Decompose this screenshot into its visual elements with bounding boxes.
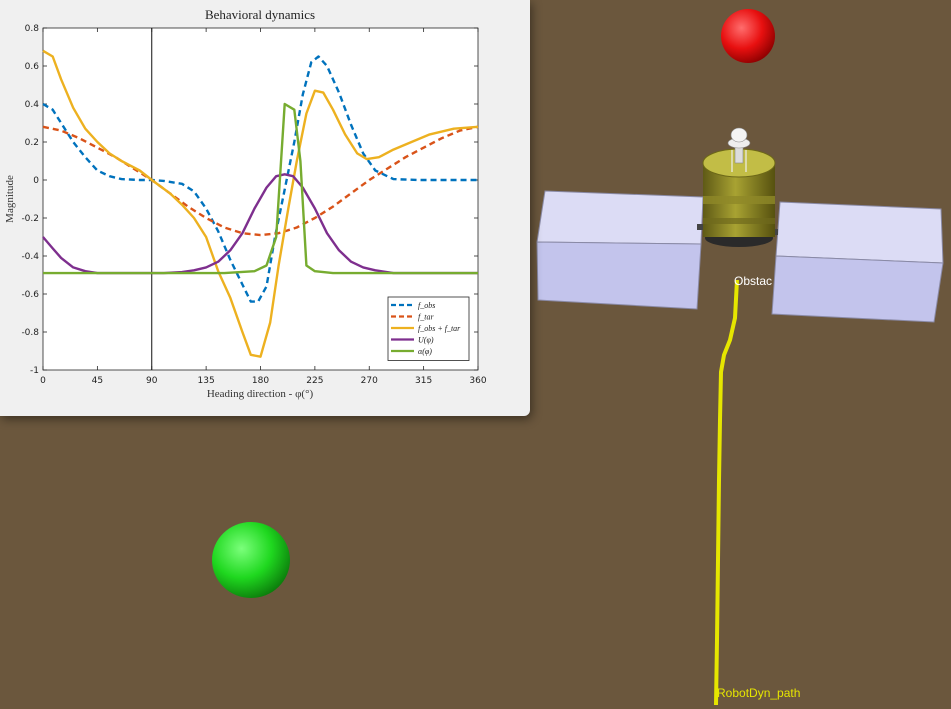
x-tick-label: 360 xyxy=(469,376,486,386)
y-tick-label: -0.6 xyxy=(21,290,39,300)
y-tick-label: -0.4 xyxy=(21,252,39,262)
y-tick-label: -0.2 xyxy=(21,214,39,224)
series-line-4 xyxy=(43,102,478,275)
legend-label: f_tar xyxy=(418,313,434,322)
series-line-0 xyxy=(42,55,478,303)
obstacle-label: Obstac xyxy=(734,274,772,288)
series-line-2 xyxy=(42,49,479,358)
x-tick-label: 270 xyxy=(361,376,378,386)
series-line-1 xyxy=(42,125,479,237)
start-sphere[interactable] xyxy=(212,522,290,598)
obstacle-model[interactable] xyxy=(536,127,944,323)
robot-path-label: RobotDyn_path xyxy=(717,686,800,700)
x-tick-label: 0 xyxy=(40,376,46,386)
y-tick-label: 0.6 xyxy=(25,62,40,72)
legend-label: f_obs xyxy=(418,301,435,310)
y-tick-label: -0.8 xyxy=(21,328,39,338)
legend: f_obs f_tar f_obs + f_tar U(φ) α(φ) xyxy=(387,296,470,361)
x-tick-label: 45 xyxy=(92,376,103,386)
legend-label: U(φ) xyxy=(418,336,434,345)
x-tick-label: 225 xyxy=(306,376,323,386)
legend-label: α(φ) xyxy=(418,347,432,356)
plot-window[interactable]: Behavioral dynamics Heading direction - … xyxy=(0,0,530,416)
legend-label: f_obs + f_tar xyxy=(418,324,461,333)
x-tick-label: 315 xyxy=(415,376,432,386)
target-sphere[interactable] xyxy=(721,9,775,63)
y-axis-label: Magnitude xyxy=(4,175,16,223)
robot-path-line xyxy=(714,279,739,706)
y-tick-label: 0 xyxy=(33,176,39,186)
chart-title: Behavioral dynamics xyxy=(205,7,315,22)
y-tick-label: 0.4 xyxy=(25,100,40,110)
x-tick-label: 180 xyxy=(252,376,269,386)
x-axis-label: Heading direction - φ(°) xyxy=(207,388,314,400)
y-tick-label: -1 xyxy=(30,366,39,376)
y-tick-label: 0.8 xyxy=(25,24,40,34)
y-tick-label: 0.2 xyxy=(25,138,39,148)
behavioral-dynamics-chart: Behavioral dynamics Heading direction - … xyxy=(4,7,487,400)
x-tick-label: 135 xyxy=(198,376,215,386)
x-tick-label: 90 xyxy=(146,376,158,386)
